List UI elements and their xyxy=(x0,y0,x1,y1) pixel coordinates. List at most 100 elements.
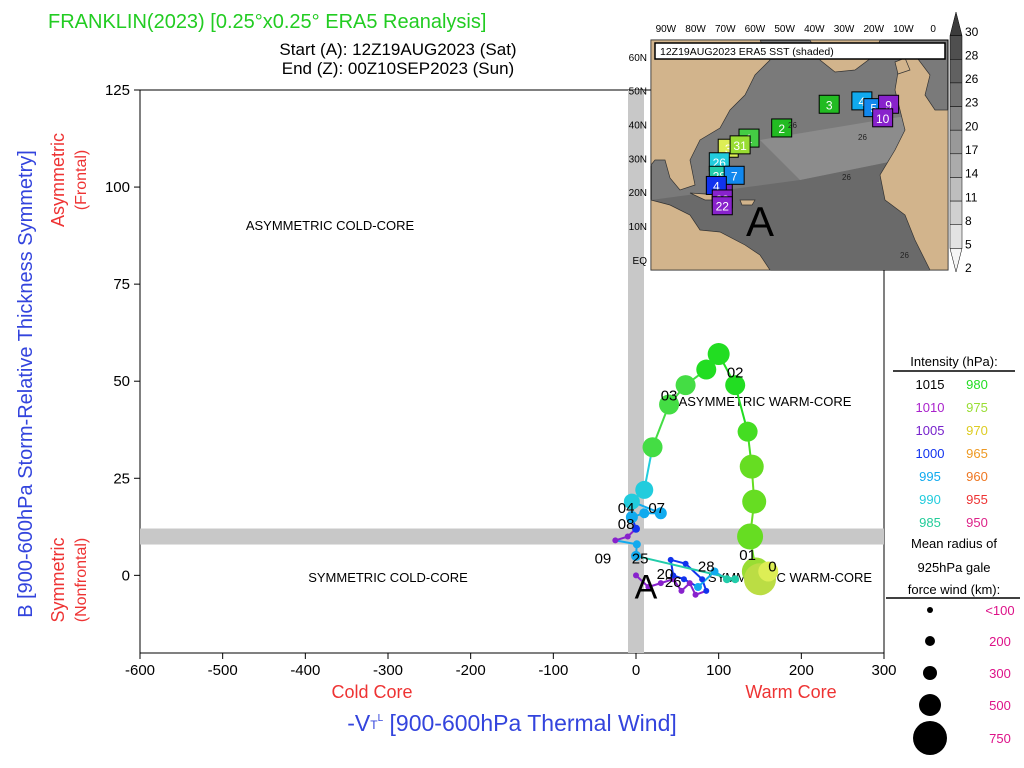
y-tick-label: 0 xyxy=(122,567,130,584)
colorbar-tick-label: 20 xyxy=(965,119,979,133)
quadrant-sym-cold: SYMMETRIC COLD-CORE xyxy=(308,570,468,585)
map-lat-label: 60N xyxy=(629,53,647,64)
x-tick-label: -400 xyxy=(290,662,320,679)
warm-core-label: Warm Core xyxy=(745,682,836,702)
colorbar-bin xyxy=(949,224,963,249)
intensity-right-value: 950 xyxy=(966,515,988,530)
track-point xyxy=(707,343,730,366)
y-ticks: 0 25 50 75 100 125 xyxy=(105,82,140,584)
colorbar-bin xyxy=(949,59,963,84)
track-point xyxy=(635,480,654,499)
map-south-america xyxy=(650,199,771,271)
map-start-marker: A xyxy=(746,198,774,245)
symmetric-label: Symmetric xyxy=(48,538,68,623)
radius-legend-label: 200 xyxy=(989,634,1011,649)
intensity-left-value: 985 xyxy=(919,515,941,530)
intensity-right-value: 975 xyxy=(966,400,988,415)
radius-legend-title-1: Mean radius of xyxy=(911,536,997,551)
track-point xyxy=(675,375,696,396)
x-tick-label: -600 xyxy=(125,662,155,679)
map-lat-label: EQ xyxy=(633,256,648,267)
track-point-label: 20 xyxy=(657,566,674,583)
track-point xyxy=(742,489,767,514)
radius-legend-title-3: force wind (km): xyxy=(908,582,1000,597)
colorbar-tick-label: 8 xyxy=(965,214,972,228)
map-track-box-label: 4 xyxy=(713,179,720,193)
track-point xyxy=(632,540,641,549)
track-point-label: 03 xyxy=(661,388,678,405)
track-point-label: 04 xyxy=(618,500,635,517)
map-track-box xyxy=(771,118,793,138)
map-lon-label: 20W xyxy=(863,24,884,35)
map-north-america xyxy=(650,39,771,191)
map-lon-label: 60W xyxy=(745,24,766,35)
track-point xyxy=(739,454,764,479)
colorbar-bin xyxy=(949,82,963,107)
intensity-left-value: 1000 xyxy=(916,446,945,461)
y-tick-label: 125 xyxy=(105,82,130,99)
x-tick-label: -100 xyxy=(538,662,568,679)
track-point xyxy=(678,587,685,594)
y-tick-label: 75 xyxy=(113,276,130,293)
intensity-legend-title: Intensity (hPa): xyxy=(910,354,997,369)
x-tick-label: 300 xyxy=(871,662,896,679)
colorbar-tick-label: 14 xyxy=(965,167,979,181)
track-point xyxy=(725,375,746,396)
track-point xyxy=(667,556,674,563)
track-point xyxy=(696,359,717,380)
x-tick-label: 100 xyxy=(706,662,731,679)
sst-label-1: 26 xyxy=(858,133,867,142)
map-lon-label: 80W xyxy=(685,24,706,35)
intensity-right-value: 965 xyxy=(966,446,988,461)
track-point xyxy=(692,591,699,598)
map-lon-label: 70W xyxy=(715,24,736,35)
track-point xyxy=(623,493,640,510)
radius-legend-dot xyxy=(913,721,947,755)
radius-legend-dot xyxy=(923,666,937,680)
map-lon-label: 50W xyxy=(774,24,795,35)
radius-legend-label: 300 xyxy=(989,666,1011,681)
track-point xyxy=(686,580,693,587)
start-time: Start (A): 12Z19AUG2023 (Sat) xyxy=(279,40,516,59)
colorbar-bin xyxy=(949,35,963,60)
map-lon-label: 90W xyxy=(656,24,677,35)
map-track-box xyxy=(872,108,894,128)
map-track-box xyxy=(729,135,751,155)
quadrant-asym-warm: ASYMMETRIC WARM-CORE xyxy=(679,394,852,409)
track-points xyxy=(612,343,779,598)
symmetry-threshold-bar xyxy=(140,528,884,545)
track-point xyxy=(710,567,719,576)
map-track-box-label: 31 xyxy=(733,139,747,153)
start-marker: A xyxy=(635,569,658,607)
track-point xyxy=(703,587,710,594)
radius-legend-dot xyxy=(925,636,935,646)
map-lat-label: 20N xyxy=(629,188,647,199)
intensity-left-value: 1005 xyxy=(916,423,945,438)
radius-legend-dot xyxy=(927,607,933,613)
intensity-left-value: 995 xyxy=(919,469,941,484)
end-time: End (Z): 00Z10SEP2023 (Sun) xyxy=(282,59,514,78)
radius-legend-label: <100 xyxy=(985,603,1014,618)
map-lon-label: 10W xyxy=(893,24,914,35)
track-point-label: 02 xyxy=(727,364,744,381)
track-point-label: 28 xyxy=(698,558,715,575)
y-axis-label: B [900-600hPa Storm-Relative Thickness S… xyxy=(15,150,37,618)
intensity-left-value: 990 xyxy=(919,492,941,507)
colorbar-tick-label: 17 xyxy=(965,143,979,157)
track-segment xyxy=(635,554,736,581)
radius-rows: <100 200 300 500 750 xyxy=(913,603,1015,755)
colorbar-tick-label: 5 xyxy=(965,238,972,252)
inset-title-box xyxy=(654,42,946,60)
x-ticks: -600 -500 -400 -300 -200 -100 0 100 200 300 xyxy=(125,653,897,679)
track-point-label: 08 xyxy=(618,516,635,533)
track-point xyxy=(758,561,779,582)
colorbar-bin xyxy=(949,153,963,178)
inset-map: 12Z19AUG2023 ERA5 SST (shaded) 90W 80W 70W… xyxy=(629,11,979,275)
map-europe-africa xyxy=(879,54,949,271)
map-track-box xyxy=(723,165,745,185)
map-hispaniola xyxy=(739,199,756,206)
map-lon-label: 0 xyxy=(930,24,936,35)
